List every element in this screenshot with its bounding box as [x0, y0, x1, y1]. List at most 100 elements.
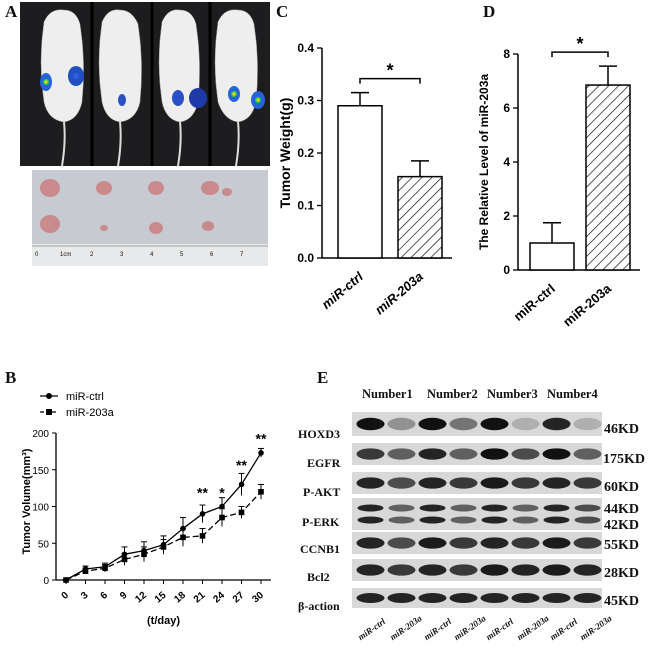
ruler-label: 4 — [150, 252, 154, 258]
blot-band — [573, 448, 602, 460]
blot-band — [542, 417, 571, 431]
blot-band — [542, 477, 571, 489]
blot-band — [419, 516, 446, 524]
significance-bracket — [551, 51, 609, 58]
data-point — [219, 503, 225, 510]
x-tick-label: 3 — [79, 590, 91, 602]
blot-band — [418, 448, 447, 460]
kd-label-bcl2: 28KD — [604, 566, 639, 581]
blot-band — [356, 564, 385, 576]
blot-band — [573, 417, 602, 431]
y-tick-label: 4 — [503, 155, 510, 169]
group-label-1: Number1 — [362, 387, 413, 401]
ruler-label: 5 — [180, 252, 184, 258]
blot-band — [356, 593, 385, 603]
ruler-label: 1cm — [60, 252, 72, 258]
data-point — [199, 511, 206, 517]
y-tick-label: 2 — [503, 209, 510, 223]
kd-label-hoxd3: 46KD — [604, 422, 639, 437]
blot-band — [418, 593, 447, 603]
x-tick-label: miR-ctrl — [319, 269, 367, 312]
ruler-labels: 0 1cm 2 3 4 5 6 7 — [32, 252, 268, 262]
y-tick-label: 0.4 — [297, 41, 314, 55]
mir203a-level-chart: 0 2 4 6 8 The Relative Level of miR-203a miR-c… — [477, 34, 640, 329]
blot-band — [512, 516, 539, 524]
data-point — [199, 533, 206, 539]
blot-band — [356, 448, 385, 460]
group-label-2: Number2 — [427, 387, 478, 401]
kd-label-egfr: 175KD — [603, 452, 645, 467]
blot-band — [573, 593, 602, 603]
significance-mark: * — [386, 61, 393, 81]
y-tick-label: 200 — [32, 429, 49, 440]
blot-band — [511, 593, 540, 603]
significance-mark: ** — [256, 430, 267, 446]
bar — [397, 175, 443, 259]
y-axis-label: Tumor Volume(mm³) — [21, 448, 33, 554]
lane-label: miR-ctrl — [484, 616, 516, 643]
blot-band — [387, 537, 416, 549]
blot-band — [449, 537, 478, 549]
x-axis-label: (t/day) — [147, 615, 180, 627]
blot-band — [388, 516, 415, 524]
blot-label-egfr: EGFR — [307, 456, 341, 470]
blot-band — [387, 448, 416, 460]
bar — [337, 105, 383, 259]
data-point — [238, 481, 245, 488]
kd-label-perk-44: 44KD — [604, 502, 639, 517]
tumor-photo-panel: 0 1cm 2 3 4 5 6 7 — [32, 170, 268, 266]
blot-band — [511, 564, 540, 576]
data-point — [141, 551, 147, 558]
y-tick-label: 6 — [503, 101, 510, 115]
blot-band — [481, 516, 508, 524]
blot-band — [418, 477, 447, 489]
panel-label-d: D — [483, 2, 496, 21]
blot-band — [357, 504, 384, 512]
blot-band — [480, 564, 509, 576]
tumor-photo-svg — [32, 170, 268, 266]
blot-band — [511, 537, 540, 549]
data-point — [258, 489, 264, 495]
significance-bracket — [359, 77, 421, 84]
blot-band — [542, 593, 571, 603]
lane-label: miR-203a — [388, 613, 424, 643]
data-point — [160, 544, 167, 550]
blot-band — [480, 537, 509, 549]
data-point — [121, 556, 128, 563]
data-point — [180, 534, 186, 541]
group-label-3: Number3 — [487, 387, 538, 401]
legend-marker — [46, 409, 52, 415]
blot-band — [574, 504, 601, 512]
blot-band — [511, 448, 540, 460]
ruler-label: 7 — [240, 252, 244, 258]
x-tick-label: 18 — [172, 590, 188, 606]
blot-band — [387, 593, 416, 603]
blot-band — [573, 537, 602, 549]
blot-band — [357, 516, 384, 524]
blot-band — [419, 504, 446, 512]
blot-band — [574, 516, 601, 524]
x-tick-label: miR-203a — [372, 269, 426, 318]
y-tick-label: 0.1 — [297, 199, 314, 213]
x-tick-label: 6 — [99, 590, 111, 602]
panel-label-c: C — [276, 2, 289, 21]
tumor-weight-chart: 0.0 0.1 0.2 0.3 0.4 Tumor Weight(g) miR-ctrl mi… — [277, 41, 452, 318]
blot-band — [449, 593, 478, 603]
y-tick-label: 100 — [32, 503, 49, 514]
mouse-imaging-panel — [20, 2, 270, 166]
blot-band — [418, 564, 447, 576]
x-tick-label: 21 — [192, 590, 208, 606]
ruler-label: 6 — [210, 252, 214, 258]
blot-band — [449, 477, 478, 489]
group-label-4: Number4 — [547, 387, 598, 401]
ruler-label: 0 — [35, 252, 39, 258]
legend-label: miR-203a — [66, 407, 115, 419]
data-point — [102, 565, 108, 572]
y-tick-label: 0 — [43, 576, 49, 587]
data-point — [238, 509, 245, 516]
blot-label-ccnb1: CCNB1 — [300, 542, 341, 556]
ruler-label: 3 — [120, 252, 124, 258]
lane-label: miR-203a — [452, 613, 488, 643]
lane-label: miR-ctrl — [422, 616, 454, 643]
